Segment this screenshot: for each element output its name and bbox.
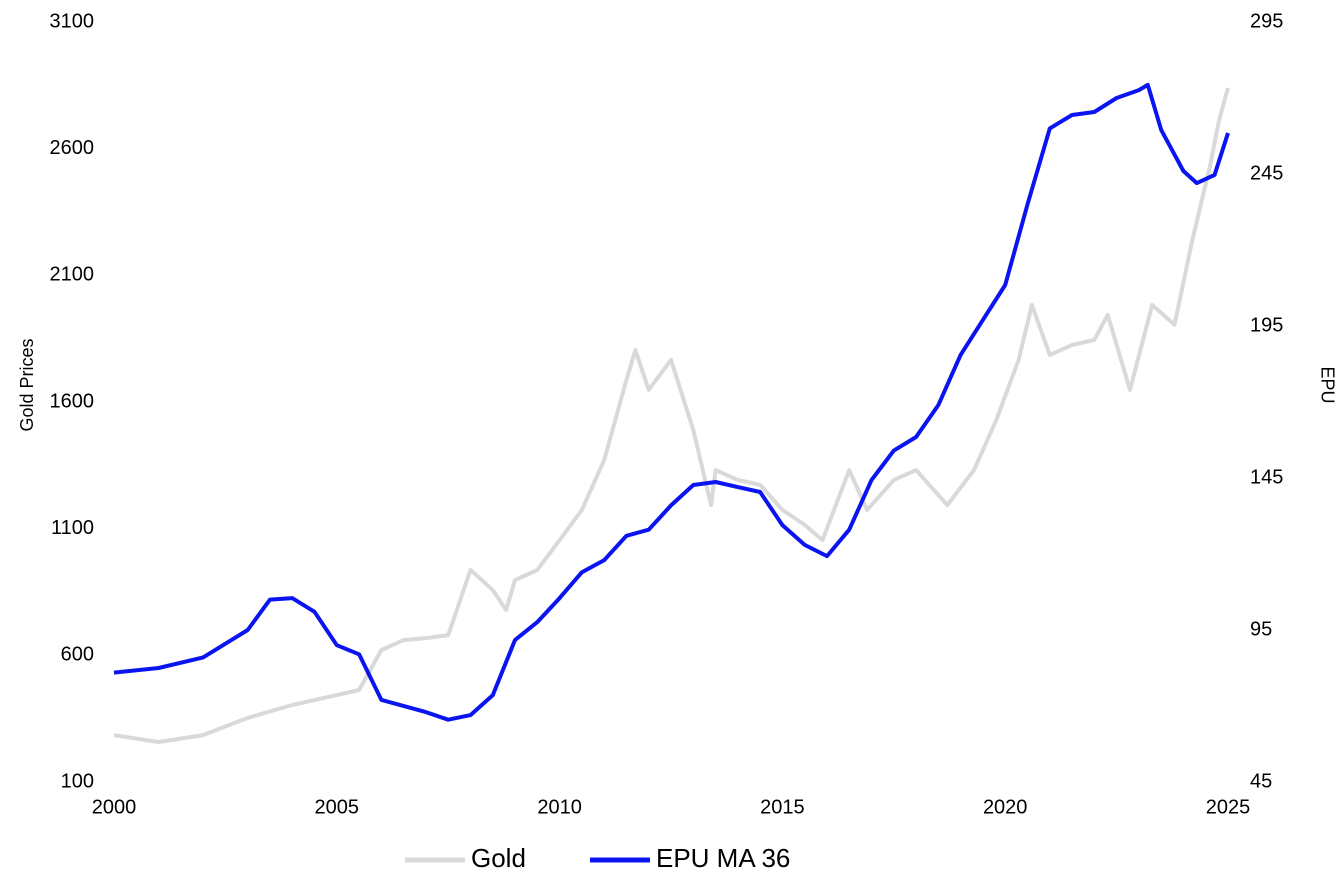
y-tick-label: 2600 [50,137,95,159]
x-tick-label: 2005 [315,796,360,818]
series-line [113,87,1230,744]
legend-label: Gold [471,843,526,873]
x-tick-label: 2020 [983,796,1028,818]
x-tick-label: 2025 [1206,796,1251,818]
y-tick-label: 2100 [50,264,95,286]
x-tick-label: 2015 [760,796,805,818]
y-tick-label: 600 [61,644,94,666]
y-tick-label: 1100 [51,517,94,539]
x-tick-label: 2010 [537,796,582,818]
y-tick-label: 1600 [50,390,95,412]
y2-tick-label: 295 [1250,10,1283,32]
y-axis-title: Gold Prices [17,338,37,431]
y2-tick-label: 45 [1250,770,1272,792]
series-line [113,82,1230,722]
x-tick-label: 2000 [92,796,137,818]
y2-tick-label: 145 [1250,466,1283,488]
y2-tick-label: 195 [1250,314,1283,336]
legend-label: EPU MA 36 [656,843,790,873]
y2-tick-label: 95 [1250,618,1272,640]
y2-axis-title: EPU [1317,366,1337,403]
y-tick-label: 100 [61,770,94,792]
y-tick-label: 3100 [50,10,95,32]
y2-tick-label: 245 [1250,162,1283,184]
